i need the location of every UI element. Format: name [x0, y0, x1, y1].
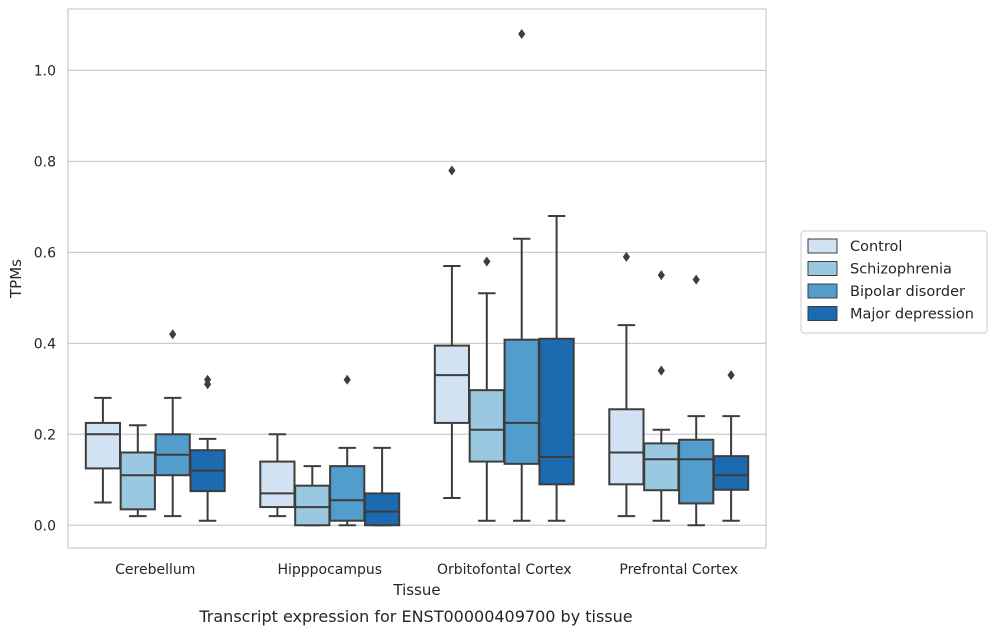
box-iqr: [538, 337, 575, 486]
box-iqr: [608, 408, 645, 486]
outlier-point: [622, 251, 630, 262]
legend-item: Major depression: [807, 306, 974, 323]
box-2-0: [433, 165, 471, 499]
box-1-3: [363, 446, 401, 527]
outlier-point: [204, 374, 212, 385]
box-iqr: [503, 338, 540, 465]
legend-swatch: [807, 306, 838, 321]
box-0-1: [119, 424, 156, 518]
box-3-1: [643, 270, 680, 522]
box-iqr: [712, 455, 750, 491]
outlier-point: [657, 270, 665, 281]
outlier-point: [657, 365, 665, 376]
plot-frame: [67, 8, 767, 549]
box-0-0: [84, 396, 122, 504]
box-2-1: [468, 256, 505, 522]
box-3-0: [608, 251, 645, 518]
legend-swatch: [807, 238, 838, 254]
y-tick-label: 0.4: [34, 336, 56, 352]
box-0-2: [154, 329, 191, 518]
box-iqr: [468, 389, 505, 463]
y-tick-label: 0.0: [34, 518, 56, 534]
box-iqr: [329, 465, 366, 522]
box-3-2: [678, 274, 715, 527]
box-iqr: [259, 460, 296, 509]
x-tick-label: Cerebellum: [115, 562, 195, 578]
y-tick-label: 0.6: [34, 245, 56, 261]
legend-label: Schizophrenia: [850, 262, 952, 278]
legend-label: Control: [850, 239, 902, 255]
box-2-2: [503, 29, 540, 522]
outlier-point: [169, 329, 177, 340]
legend-frame: [800, 230, 988, 334]
outlier-point: [692, 274, 700, 285]
x-tick-label: Prefrontal Cortex: [619, 562, 738, 578]
legend-item: Control: [807, 238, 902, 255]
y-tick-label: 0.2: [34, 427, 56, 443]
y-axis-ticks: 0.0 0.2 0.4 0.6 0.8 1.0: [34, 63, 56, 534]
y-tick-label: 0.8: [34, 154, 56, 170]
box-iqr: [84, 421, 122, 470]
legend-label: Bipolar disorder: [850, 284, 965, 300]
legend-swatch: [807, 283, 838, 299]
x-tick-label: Orbitofontal Cortex: [437, 562, 572, 578]
outlier-point: [518, 29, 526, 40]
box-1-1: [294, 465, 331, 527]
box-0-3: [189, 374, 226, 522]
box-iqr: [433, 344, 471, 424]
y-tick-label: 1.0: [34, 63, 56, 79]
box-2-3: [538, 214, 575, 522]
legend-item: Bipolar disorder: [807, 283, 965, 300]
box-3-3: [712, 370, 750, 522]
legend: Control Schizophrenia Bipolar disorder Majo…: [800, 230, 988, 334]
x-axis-label: Tissue: [392, 581, 440, 599]
box-plot-marks: [84, 29, 750, 527]
outlier-point: [483, 256, 491, 267]
box-iqr: [363, 492, 401, 527]
legend-item: Schizophrenia: [807, 261, 952, 278]
x-tick-label: Hipppocampus: [277, 562, 382, 578]
legend-swatch: [807, 261, 838, 276]
chart-caption: Transcript expression for ENST0000040970…: [198, 607, 632, 626]
x-axis-ticks: Cerebellum Hipppocampus Orbitofontal Corte…: [115, 562, 738, 578]
box-1-2: [329, 374, 366, 527]
box-iqr: [643, 442, 680, 492]
box-1-0: [259, 433, 296, 518]
outlier-point: [448, 165, 456, 176]
y-axis-label: TPMs: [7, 259, 25, 299]
legend-label: Major depression: [850, 307, 974, 323]
outlier-point: [727, 370, 735, 381]
box-iqr: [294, 484, 331, 527]
box-iqr: [119, 451, 156, 511]
box-iqr: [678, 438, 715, 505]
outlier-point: [343, 374, 351, 385]
